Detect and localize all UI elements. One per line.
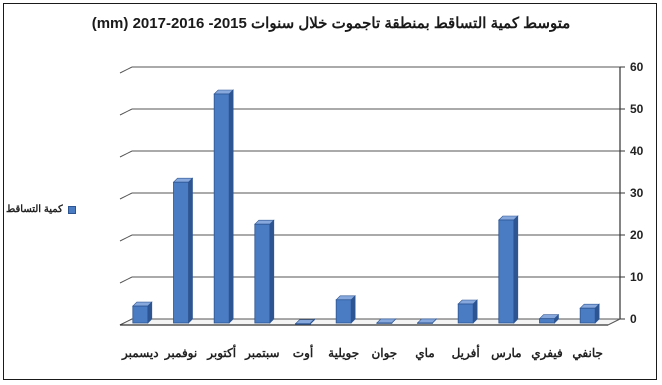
x-category-label: أفريل — [452, 345, 480, 361]
bar-side — [472, 299, 478, 324]
y-tick-label: 0 — [630, 312, 637, 326]
bar — [173, 181, 189, 324]
bar — [213, 93, 230, 324]
x-category-label: أكتوبر — [206, 345, 236, 361]
y-tick-label: 60 — [630, 60, 644, 74]
x-category-label: جويلية — [328, 346, 359, 361]
gridline-depth — [119, 192, 133, 200]
bar — [579, 307, 596, 324]
bar-side — [147, 301, 153, 324]
gridline-depth — [119, 150, 133, 158]
x-category-label: مارس — [491, 346, 522, 361]
bar — [335, 299, 352, 324]
bar — [417, 322, 433, 324]
legend-swatch — [67, 205, 76, 214]
bar — [254, 223, 271, 324]
x-category-label: ديسمبر — [121, 346, 159, 361]
y-tick-label: 30 — [630, 186, 644, 200]
x-category-label: جانفي — [572, 346, 603, 361]
chart-title: متوسط كمية التساقط بمنطقة تاجموت خلال سن… — [91, 15, 571, 32]
y-tick-label: 20 — [630, 228, 644, 242]
y-tick-label: 10 — [630, 270, 644, 284]
gridline-depth — [119, 108, 133, 116]
y-tick-label: 50 — [630, 102, 644, 116]
x-category-label: فيفري — [531, 346, 563, 361]
bar-side — [269, 219, 275, 324]
bar — [132, 305, 149, 324]
bar-side — [513, 215, 519, 324]
x-category-label: نوفمبر — [164, 346, 197, 361]
bar-side — [310, 318, 315, 325]
x-category-label: جوان — [371, 346, 397, 361]
bar-side — [228, 89, 234, 324]
gridline-depth — [119, 234, 133, 242]
x-category-label: سبتمبر — [244, 346, 279, 361]
bar — [295, 323, 311, 325]
bar-side — [188, 177, 193, 324]
bar-side — [350, 295, 356, 324]
gridline-depth — [119, 276, 133, 284]
legend-label: كمية التساقط — [6, 204, 63, 215]
chart-legend: كمية التساقط — [6, 204, 76, 215]
bar — [376, 322, 393, 324]
gridline-depth — [119, 66, 133, 74]
x-category-label: ماي — [415, 346, 434, 361]
y-tick-label: 40 — [630, 144, 644, 158]
bar — [498, 219, 515, 324]
bar — [457, 303, 474, 324]
bar — [539, 318, 555, 324]
x-category-label: أوت — [293, 345, 313, 361]
